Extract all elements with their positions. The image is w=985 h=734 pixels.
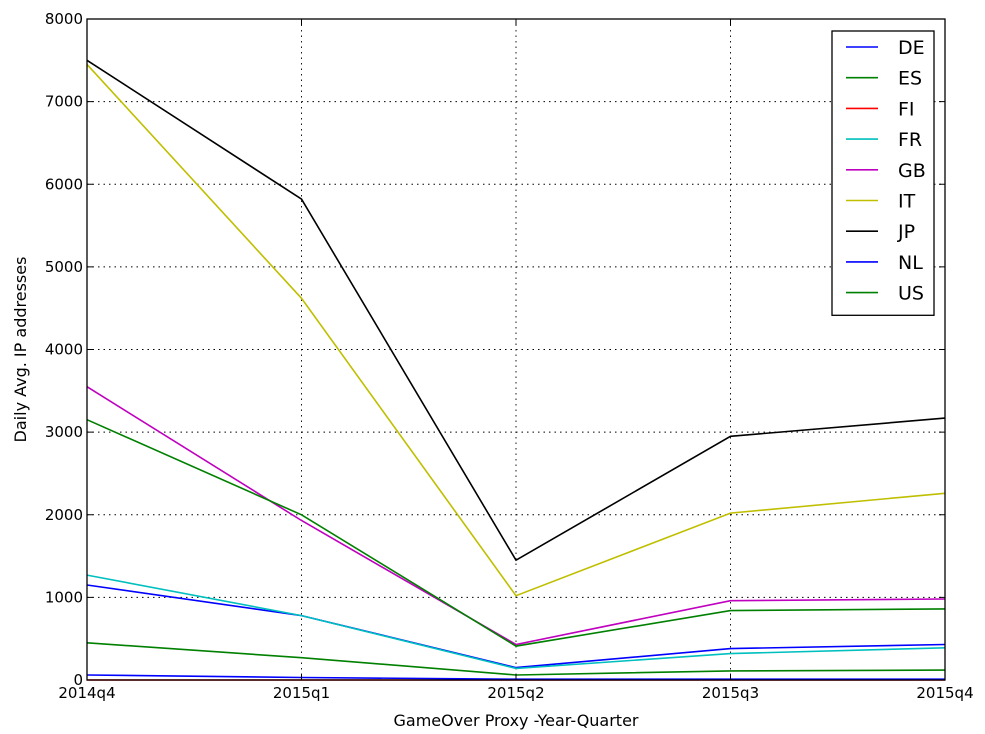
legend-label-nl: NL bbox=[898, 252, 923, 274]
y-tick-label: 3000 bbox=[45, 423, 83, 441]
y-tick-label: 2000 bbox=[45, 506, 83, 524]
x-tick-label: 2014q4 bbox=[58, 684, 115, 702]
y-tick-label: 5000 bbox=[45, 258, 83, 276]
legend: DE ES FI FR GB IT JP NL US bbox=[831, 30, 935, 316]
y-tick-label: 1000 bbox=[45, 588, 83, 606]
series-lines bbox=[86, 59, 946, 681]
y-tick-label: 7000 bbox=[45, 93, 83, 111]
series-line-jp bbox=[86, 59, 946, 562]
x-tick-label: 2015q2 bbox=[487, 684, 544, 702]
tick-labels: 2014q4 2015q1 2015q2 2015q3 2015q4 0 1000 2000 3… bbox=[45, 10, 974, 702]
y-tick-label: 0 bbox=[73, 671, 83, 689]
y-tick-label: 6000 bbox=[45, 175, 83, 193]
legend-label-es: ES bbox=[898, 68, 922, 90]
legend-label-fi: FI bbox=[898, 98, 915, 120]
series-line-fr bbox=[86, 574, 946, 670]
legend-label-jp: JP bbox=[897, 221, 915, 243]
legend-label-de: DE bbox=[898, 37, 925, 59]
x-axis-label: GameOver Proxy -Year-Quarter bbox=[393, 711, 638, 730]
legend-label-gb: GB bbox=[898, 160, 926, 182]
series-line-it bbox=[86, 63, 946, 597]
legend-label-it: IT bbox=[898, 191, 916, 213]
series-line-us bbox=[86, 418, 946, 647]
y-tick-label: 4000 bbox=[45, 341, 83, 359]
x-tick-label: 2015q4 bbox=[916, 684, 973, 702]
x-tick-label: 2015q1 bbox=[273, 684, 330, 702]
legend-label-us: US bbox=[898, 283, 924, 305]
y-tick-label: 8000 bbox=[45, 10, 83, 28]
axis-ticks bbox=[86, 18, 946, 681]
x-tick-label: 2015q3 bbox=[702, 684, 759, 702]
series-line-gb bbox=[86, 386, 946, 646]
y-axis-label: Daily Avg. IP addresses bbox=[11, 257, 30, 443]
legend-label-fr: FR bbox=[898, 129, 922, 151]
grid-lines bbox=[87, 19, 945, 680]
